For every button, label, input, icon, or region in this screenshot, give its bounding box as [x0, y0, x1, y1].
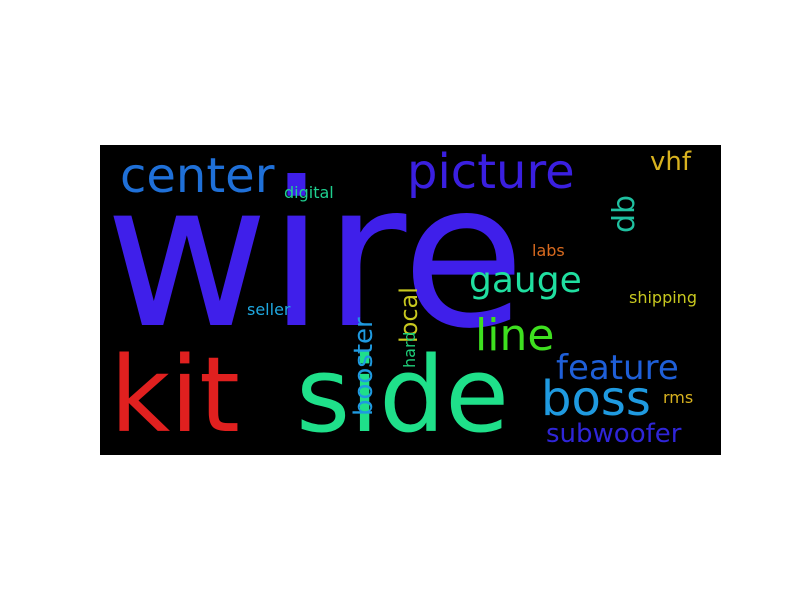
word-hard: hard: [400, 331, 419, 368]
word-rms: rms: [663, 388, 694, 407]
word-wire: wire: [105, 145, 526, 373]
word-vhf: vhf: [650, 147, 692, 177]
word-picture: picture: [407, 145, 575, 200]
word-center: center: [120, 148, 275, 204]
word-line: line: [475, 310, 555, 361]
word-subwoofer: subwoofer: [546, 419, 682, 449]
word-labs: labs: [532, 241, 565, 260]
word-boss: boss: [541, 371, 651, 427]
word-cloud: wire kit side center picture boss line g…: [100, 145, 721, 455]
word-feature: feature: [556, 348, 679, 388]
word-kit: kit: [110, 334, 240, 455]
word-booster: booster: [349, 317, 379, 416]
word-gauge: gauge: [469, 260, 582, 301]
word-db: db: [607, 194, 642, 233]
word-seller: seller: [247, 300, 291, 319]
word-digital: digital: [284, 183, 334, 202]
word-shipping: shipping: [629, 288, 697, 307]
word-side: side: [296, 334, 510, 455]
